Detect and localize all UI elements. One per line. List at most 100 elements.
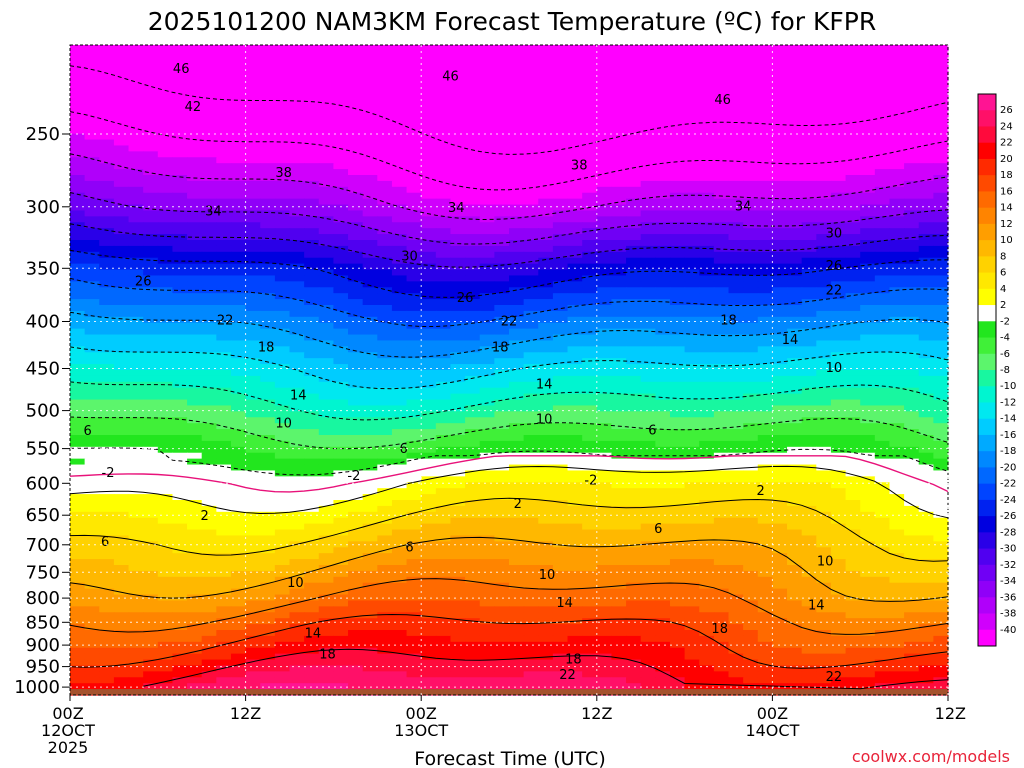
temperature-cell <box>874 192 891 200</box>
temperature-cell <box>538 163 554 170</box>
temperature-cell <box>918 240 934 247</box>
temperature-cell <box>728 115 744 123</box>
temperature-cell <box>743 387 759 395</box>
temperature-cell <box>377 305 393 312</box>
temperature-cell <box>509 216 525 223</box>
temperature-cell <box>157 163 174 170</box>
temperature-cell <box>728 299 744 306</box>
temperature-cell <box>655 74 671 82</box>
temperature-cell <box>494 488 510 495</box>
temperature-cell <box>465 163 481 170</box>
temperature-cell <box>728 316 744 324</box>
temperature-cell <box>260 110 276 117</box>
temperature-cell <box>348 86 364 93</box>
temperature-cell <box>274 234 291 241</box>
temperature-cell <box>99 228 115 235</box>
temperature-cell <box>509 393 525 401</box>
temperature-cell <box>640 305 656 312</box>
temperature-cell <box>70 198 86 206</box>
temperature-cell <box>391 104 408 111</box>
temperature-cell <box>450 251 466 259</box>
temperature-cell <box>640 92 656 99</box>
temperature-cell <box>245 310 261 318</box>
temperature-cell <box>494 440 510 448</box>
temperature-cell <box>713 80 730 87</box>
temperature-cell <box>757 328 773 336</box>
temperature-cell <box>84 417 100 424</box>
temperature-cell <box>743 180 759 188</box>
temperature-cell <box>684 68 700 76</box>
temperature-cell <box>450 328 466 336</box>
temperature-cell <box>304 293 320 300</box>
temperature-cell <box>728 234 744 241</box>
temperature-cell <box>494 192 510 200</box>
temperature-cell <box>157 535 174 542</box>
temperature-cell <box>362 352 378 359</box>
temperature-cell <box>113 133 130 141</box>
temperature-cell <box>538 322 554 330</box>
temperature-cell <box>377 56 393 64</box>
temperature-cell <box>362 222 378 229</box>
temperature-cell <box>84 234 100 241</box>
temperature-cell <box>699 328 715 336</box>
temperature-cell <box>889 204 905 212</box>
temperature-cell <box>904 293 920 300</box>
temperature-cell <box>728 257 744 265</box>
temperature-cell <box>143 151 159 158</box>
temperature-cell <box>84 204 100 212</box>
temperature-cell <box>143 458 159 466</box>
temperature-cell <box>84 86 100 93</box>
temperature-cell <box>816 234 832 241</box>
temperature-cell <box>172 92 188 99</box>
temperature-cell <box>450 275 466 282</box>
temperature-cell <box>479 423 495 430</box>
temperature-cell <box>567 151 583 158</box>
temperature-cell <box>128 305 144 312</box>
temperature-cell <box>743 234 759 241</box>
temperature-cell <box>626 435 642 442</box>
temperature-cell <box>523 310 539 318</box>
temperature-cell <box>772 74 788 82</box>
temperature-cell <box>201 429 217 436</box>
temperature-cell <box>787 352 803 359</box>
temperature-cell <box>523 500 539 507</box>
temperature-cell <box>435 151 452 158</box>
temperature-cell <box>99 494 115 501</box>
temperature-cell <box>157 470 174 477</box>
temperature-cell <box>567 186 583 194</box>
temperature-cell <box>304 340 320 347</box>
temperature-cell <box>596 56 613 64</box>
temperature-cell <box>904 80 920 87</box>
temperature-cell <box>450 80 466 87</box>
temperature-cell <box>816 322 832 330</box>
temperature-cell <box>230 435 247 442</box>
temperature-cell <box>772 222 788 229</box>
temperature-cell <box>713 358 730 365</box>
temperature-cell <box>421 287 437 294</box>
temperature-cell <box>772 322 788 330</box>
temperature-cell <box>113 121 130 129</box>
temperature-cell <box>172 417 188 424</box>
temperature-cell <box>70 452 86 460</box>
temperature-cell <box>216 222 232 229</box>
temperature-cell <box>113 216 130 223</box>
temperature-cell <box>245 340 261 347</box>
temperature-cell <box>172 186 188 194</box>
temperature-cell <box>582 370 598 377</box>
temperature-cell <box>435 287 452 294</box>
temperature-cell <box>84 535 100 542</box>
temperature-cell <box>699 393 715 401</box>
temperature-cell <box>143 429 159 436</box>
temperature-cell <box>172 121 188 129</box>
temperature-cell <box>596 74 613 82</box>
temperature-cell <box>128 45 144 52</box>
temperature-cell <box>260 494 276 501</box>
temperature-cell <box>377 452 393 460</box>
temperature-cell <box>377 470 393 477</box>
temperature-cell <box>830 500 847 507</box>
temperature-cell <box>596 133 613 141</box>
temperature-cell <box>830 310 847 318</box>
temperature-cell <box>406 163 422 170</box>
temperature-cell <box>289 446 305 454</box>
temperature-cell <box>494 281 510 288</box>
